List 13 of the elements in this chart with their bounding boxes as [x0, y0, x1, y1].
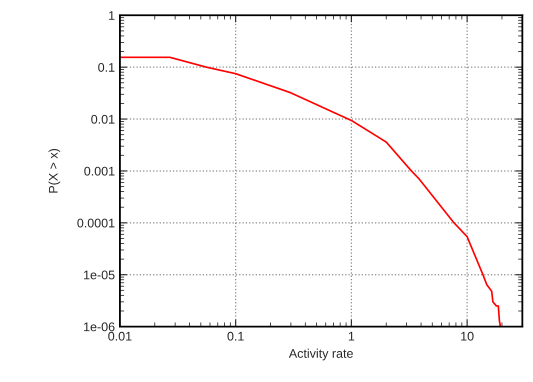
y-tick-label: 1	[109, 11, 114, 20]
y-tick-label: 0.0001	[77, 218, 114, 228]
y-tick-label: 0.001	[84, 166, 114, 176]
x-axis-title: Activity rate	[288, 348, 353, 360]
x-tick-label: 0.1	[227, 332, 244, 341]
x-tick-label: 1	[348, 332, 354, 341]
y-tick-label: 0.1	[98, 62, 114, 72]
x-tick-label: 0.01	[108, 332, 132, 341]
y-tick-label: 1e-06	[84, 322, 115, 332]
y-tick-label: 0.01	[91, 114, 114, 124]
y-axis-title: P(X > x)	[48, 148, 60, 193]
y-tick-label: 1e-05	[84, 270, 115, 280]
x-tick-label: 10	[461, 332, 474, 341]
